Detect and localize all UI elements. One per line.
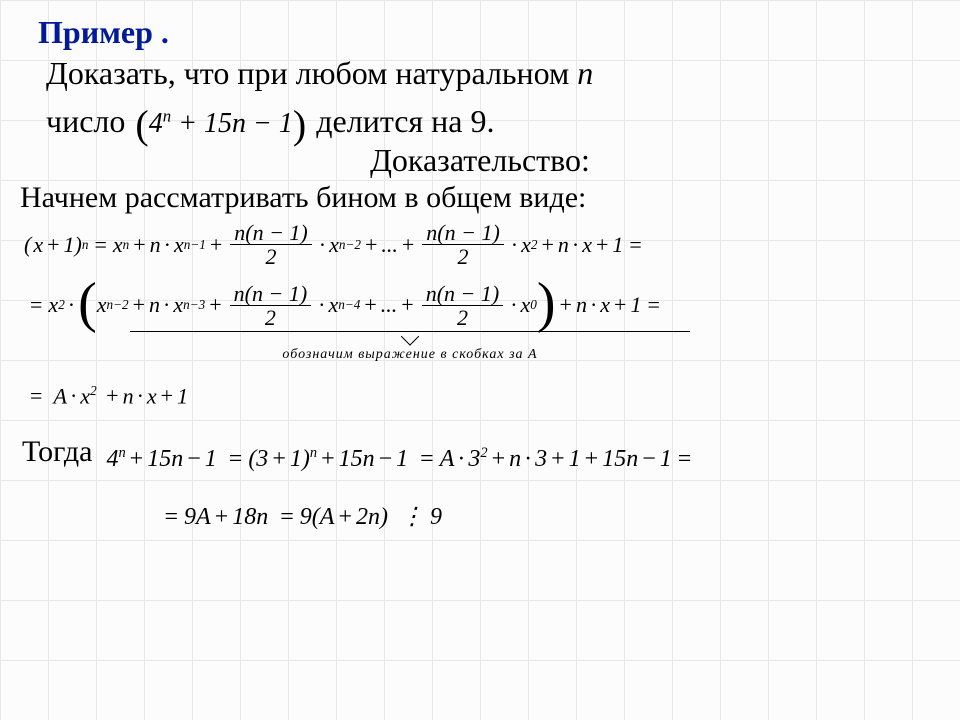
math-row-2: = x2· ( xn−2+n·xn−3 + n(n − 1)2 ·xn−4 +.… <box>24 280 942 330</box>
math-row-1: (x+1)n = xn+n·xn−1 + n(n − 1)2 ·xn−2 +..… <box>24 221 942 268</box>
statement-tail: делится на 9. <box>316 103 494 140</box>
statement-word-number: число <box>46 103 125 140</box>
underbrace: обозначим выражение в скобках за A <box>130 331 690 363</box>
math-row-3: = A·x2 +n·x+1 <box>24 383 942 409</box>
proof-header: Доказательство: <box>18 142 942 179</box>
slide: Пример . Доказать, что при любом натурал… <box>0 0 960 541</box>
statement-line1: Доказать, что при любом натуральном n <box>46 53 942 93</box>
statement-var-n: n <box>577 55 593 91</box>
statement-expression: (4n + 15n − 1) <box>135 95 306 142</box>
then-block: Тогда 4n+15n−1 =(3+1)n+15n−1 =A·32+n·3+1… <box>18 435 942 541</box>
then-word: Тогда <box>22 435 92 469</box>
then-line-2: =9A+18n =9(A+2n) ⋮ 9 <box>158 493 697 541</box>
then-line-1: 4n+15n−1 =(3+1)n+15n−1 =A·32+n·3+1+15n−1… <box>106 435 697 483</box>
statement-line2: число (4n + 15n − 1) делится на 9. <box>46 93 942 140</box>
lead-text: Начнем рассматривать бином в общем виде: <box>20 181 942 215</box>
statement-text-1: Доказать, что при любом натуральном <box>46 55 569 91</box>
underbrace-label: обозначим выражение в скобках за A <box>130 347 690 363</box>
then-math: 4n+15n−1 =(3+1)n+15n−1 =A·32+n·3+1+15n−1… <box>106 435 697 541</box>
example-title: Пример . <box>38 14 942 51</box>
